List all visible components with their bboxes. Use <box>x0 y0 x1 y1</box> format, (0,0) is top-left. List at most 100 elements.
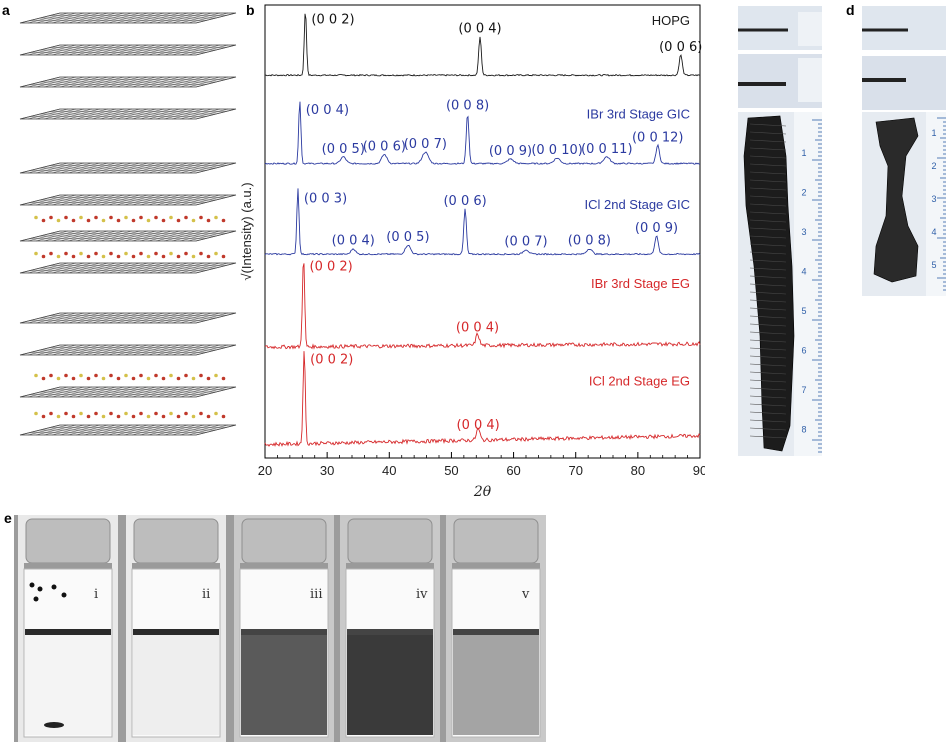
floating-particle <box>51 584 57 590</box>
peak-label-4-1: (0 0 4) <box>457 418 500 433</box>
floating-particle <box>61 592 67 598</box>
stage2-intercalant-0 <box>34 373 226 381</box>
x-tick-label-30: 30 <box>320 463 334 478</box>
stage3-sheet-1 <box>19 194 237 206</box>
peak-label-2-1: (0 0 4) <box>332 234 375 249</box>
photo-c: 1 2 3 4 5 6 7 8 <box>738 6 822 456</box>
strip-texture <box>749 403 787 407</box>
series-name-1: IBr 3rd Stage GIC <box>587 106 690 121</box>
stage3-sheet-2 <box>19 230 237 242</box>
vial-cap-rim-5 <box>452 563 540 569</box>
stage3-sheet-0 <box>19 162 237 174</box>
expanded-graphite-chunk <box>873 117 919 283</box>
x-tick-label-50: 50 <box>444 463 458 478</box>
strip-texture <box>749 363 787 367</box>
stage3-intercalant-1 <box>34 251 226 259</box>
hopg-sheet-3 <box>19 108 237 120</box>
ruler-c-number-5: 5 <box>801 306 806 316</box>
strip-texture <box>749 291 787 295</box>
peak-label-1-2: (0 0 6) <box>363 139 406 154</box>
strip-texture <box>749 155 787 159</box>
vial-cap-rim-2 <box>132 563 220 569</box>
hopg-sheet-2 <box>19 76 237 88</box>
ruler-c-number-3: 3 <box>801 227 806 237</box>
floating-particle <box>37 586 43 592</box>
vial-cap-rim-1 <box>24 563 112 569</box>
vial-label-v: v <box>522 587 530 602</box>
xrd-chart: 20 30 40 50 60 70 80 90 2θ √(Intensity) (a.u.) HOP… <box>239 4 705 500</box>
strip-texture <box>749 323 787 327</box>
peak-label-3-0: (0 0 2) <box>310 259 353 274</box>
vial-meniscus-3 <box>241 629 327 635</box>
strip-texture <box>749 267 787 271</box>
x-tick-label-60: 60 <box>506 463 520 478</box>
vial-cap-3 <box>241 518 327 564</box>
ruler-d-number-1: 1 <box>931 128 936 138</box>
peak-label-1-0: (0 0 4) <box>306 103 349 118</box>
x-tick-label-80: 80 <box>631 463 645 478</box>
vial-meniscus-1 <box>25 629 111 635</box>
vial-liquid-2 <box>133 631 219 735</box>
strip-texture <box>749 219 787 223</box>
strip-texture <box>749 347 787 351</box>
vial-liquid-3 <box>241 631 327 735</box>
ruler-d-number-2: 2 <box>931 161 936 171</box>
peak-label-4-0: (0 0 2) <box>310 352 353 367</box>
ruler-c-number-1: 1 <box>801 148 806 158</box>
strip-texture <box>749 227 787 231</box>
strip-texture <box>749 299 787 303</box>
ruler-d-number-5: 5 <box>931 260 936 270</box>
vial-label-iv: iv <box>416 587 428 602</box>
peak-label-0-0: (0 0 2) <box>311 13 354 28</box>
series-name-3: IBr 3rd Stage EG <box>591 276 690 291</box>
peak-label-1-7: (0 0 11) <box>581 142 633 157</box>
x-axis-label: 2θ <box>473 484 492 500</box>
peak-label-0-2: (0 0 6) <box>659 40 702 55</box>
vial-cap-4 <box>347 518 433 564</box>
strip-texture <box>749 195 787 199</box>
stage2-sheet-1 <box>19 344 237 356</box>
strip-texture <box>749 243 787 247</box>
peak-label-2-6: (0 0 9) <box>635 221 678 236</box>
vial-liquid-4 <box>347 631 433 735</box>
strip-texture <box>749 163 787 167</box>
series-line-0 <box>264 13 700 77</box>
ruler-d-number-3: 3 <box>931 194 936 204</box>
strip-texture <box>749 147 787 151</box>
stage2-sheet-3 <box>19 424 237 436</box>
vial-liquid-1 <box>25 631 111 735</box>
strip-texture <box>749 123 787 127</box>
ruler-c-number-2: 2 <box>801 188 806 198</box>
vial-meniscus-4 <box>347 629 433 635</box>
vial-liquid-5 <box>453 631 539 735</box>
strip-texture <box>749 387 787 391</box>
ruler-c-number-8: 8 <box>801 425 806 435</box>
strip-texture <box>749 187 787 191</box>
series-line-2 <box>264 188 701 256</box>
ruler-d-number-4: 4 <box>931 227 936 237</box>
floating-particle <box>29 582 35 588</box>
plot-frame <box>264 4 701 459</box>
peak-label-2-3: (0 0 6) <box>443 194 486 209</box>
peak-label-1-3: (0 0 7) <box>404 137 447 152</box>
strip-texture <box>749 395 787 399</box>
series-name-4: ICl 2nd Stage EG <box>589 374 690 389</box>
peak-label-0-1: (0 0 4) <box>458 22 501 37</box>
sediment <box>44 722 64 728</box>
peak-label-1-8: (0 0 12) <box>632 130 684 145</box>
peak-label-1-6: (0 0 10) <box>531 143 583 158</box>
strip-texture <box>749 355 787 359</box>
strip-texture <box>749 131 787 135</box>
series-line-4 <box>264 351 701 447</box>
expanded-graphite-strip <box>743 115 795 452</box>
strip-texture <box>749 315 787 319</box>
stage2-intercalant-1 <box>34 411 226 419</box>
strip-texture <box>749 211 787 215</box>
series-name-0: HOPG <box>652 13 690 28</box>
hopg-sheet-1 <box>19 44 237 56</box>
x-tick-label-40: 40 <box>382 463 396 478</box>
strip-texture <box>749 275 787 279</box>
peak-label-1-5: (0 0 9) <box>489 144 532 159</box>
strip-texture <box>749 435 787 439</box>
stage3-intercalant-0 <box>34 215 226 223</box>
